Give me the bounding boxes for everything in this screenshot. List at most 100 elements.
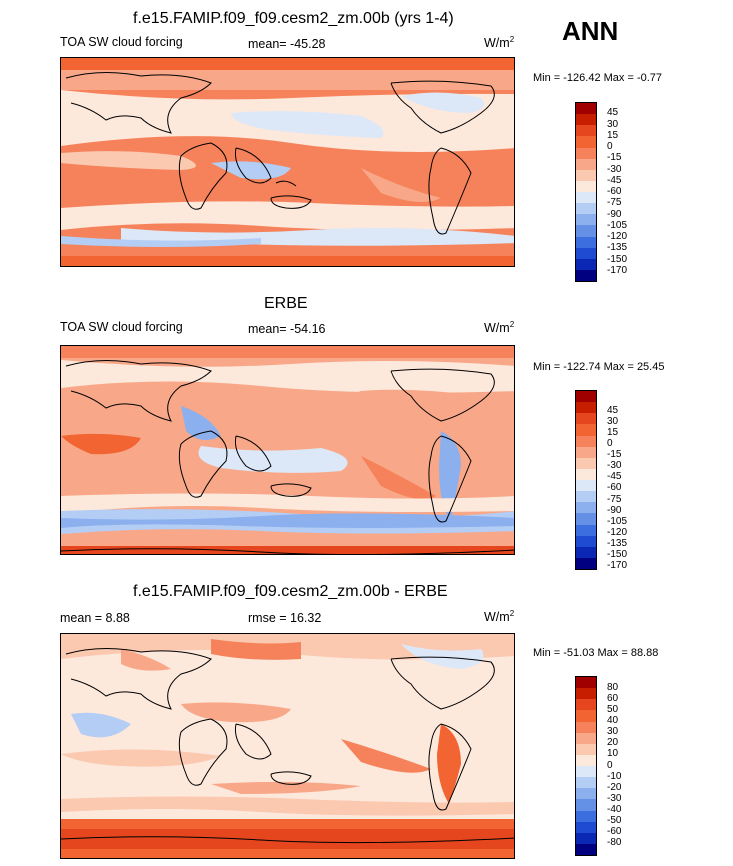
colorbar-swatch [576,743,596,755]
colorbar-swatch [576,424,596,436]
panel1-variable: TOA SW cloud forcing [60,35,183,49]
cbar3-tick: 30 [607,726,619,737]
colorbar-swatch [576,799,596,811]
cbar2-tick: -150 [607,549,628,560]
cbar1-tick: -120 [607,231,628,242]
cbar2-tick: -120 [607,527,628,538]
colorbar-swatch [576,247,596,259]
cbar3-tick: -20 [607,782,622,793]
colorbar-swatch [576,491,596,503]
cbar3-tick: 80 [607,682,619,693]
colorbar-swatch [576,158,596,170]
colorbar-swatch [576,236,596,248]
colorbar-swatch [576,832,596,844]
colorbar-swatch [576,688,596,700]
cbar1-tick: 0 [607,141,613,152]
cbar1-tick: -75 [607,197,622,208]
colorbar-swatch [576,169,596,181]
colorbar-swatch [576,710,596,722]
cbar3-tick: -10 [607,771,622,782]
cbar1-tick: -60 [607,186,622,197]
panel3-units: W/m2 [484,609,515,625]
colorbar-swatch [576,180,596,192]
cbar2-tick: 30 [607,416,619,427]
colorbar-swatch [576,103,596,115]
panel2-colorbar [575,390,597,570]
colorbar-swatch [576,810,596,822]
cbar1-tick: -15 [607,152,622,163]
panel2-variable: TOA SW cloud forcing [60,320,183,334]
cbar1-tick: -135 [607,242,628,253]
colorbar-swatch [576,535,596,547]
colorbar-swatch [576,147,596,159]
colorbar-swatch [576,699,596,711]
season-label: ANN [562,16,619,46]
cbar1-tick: -105 [607,220,628,231]
colorbar-swatch [576,203,596,215]
colorbar-swatch [576,125,596,137]
cbar1-tick: 15 [607,130,619,141]
cbar3-tick: 60 [607,693,619,704]
colorbar-swatch [576,557,596,569]
colorbar-swatch [576,513,596,525]
colorbar-swatch [576,468,596,480]
colorbar-swatch [576,546,596,558]
colorbar-swatch [576,754,596,766]
panel2-minmax: Min = -122.74 Max = 25.45 [533,361,665,373]
colorbar-swatch [576,225,596,237]
cbar2-tick: -170 [607,560,628,571]
cbar2-tick: -75 [607,494,622,505]
panel2-title: ERBE [264,295,308,312]
cbar1-tick: -30 [607,164,622,175]
colorbar-swatch [576,114,596,126]
cbar2-tick: 15 [607,427,619,438]
panel3-map [60,633,515,859]
cbar1-tick: -45 [607,175,622,186]
cbar1-tick: -90 [607,209,622,220]
panel1-minmax: Min = -126.42 Max = -0.77 [533,72,663,84]
panel2-mean: mean= -54.16 [248,322,326,336]
panel3-mean: mean = 8.88 [60,611,130,625]
cbar2-tick: 45 [607,405,619,416]
colorbar-swatch [576,136,596,148]
colorbar-swatch [576,677,596,689]
cbar2-tick: -15 [607,449,622,460]
cbar2-tick: -105 [607,516,628,527]
panel1-title: f.e15.FAMIP.f09_f09.cesm2_zm.00b (yrs 1-… [133,10,454,27]
panel3-title: f.e15.FAMIP.f09_f09.cesm2_zm.00b - ERBE [133,583,448,600]
cbar3-tick: 0 [607,760,613,771]
colorbar-swatch [576,214,596,226]
cbar2-tick: 0 [607,438,613,449]
panel1-map [60,57,515,267]
colorbar-swatch [576,480,596,492]
colorbar-swatch [576,413,596,425]
colorbar-swatch [576,192,596,204]
cbar2-tick: -135 [607,538,628,549]
cbar2-tick: -30 [607,460,622,471]
colorbar-swatch [576,269,596,281]
colorbar-swatch [576,732,596,744]
colorbar-swatch [576,457,596,469]
cbar2-tick: -45 [607,471,622,482]
panel1-colorbar [575,102,597,282]
cbar1-tick: 45 [607,107,619,118]
panel2-units: W/m2 [484,320,515,336]
colorbar-swatch [576,766,596,778]
colorbar-swatch [576,502,596,514]
cbar3-tick: 10 [607,748,619,759]
cbar1-tick: -150 [607,254,628,265]
colorbar-swatch [576,721,596,733]
colorbar-swatch [576,446,596,458]
cbar3-tick: -60 [607,826,622,837]
cbar1-tick: -170 [607,265,628,276]
cbar2-tick: -60 [607,482,622,493]
colorbar-swatch [576,524,596,536]
cbar3-tick: -40 [607,804,622,815]
cbar3-tick: 40 [607,715,619,726]
panel1-mean: mean= -45.28 [248,37,326,51]
panel3-colorbar [575,676,597,856]
cbar3-tick: -30 [607,793,622,804]
cbar3-tick: 20 [607,737,619,748]
colorbar-swatch [576,777,596,789]
panel1-units: W/m2 [484,35,515,51]
